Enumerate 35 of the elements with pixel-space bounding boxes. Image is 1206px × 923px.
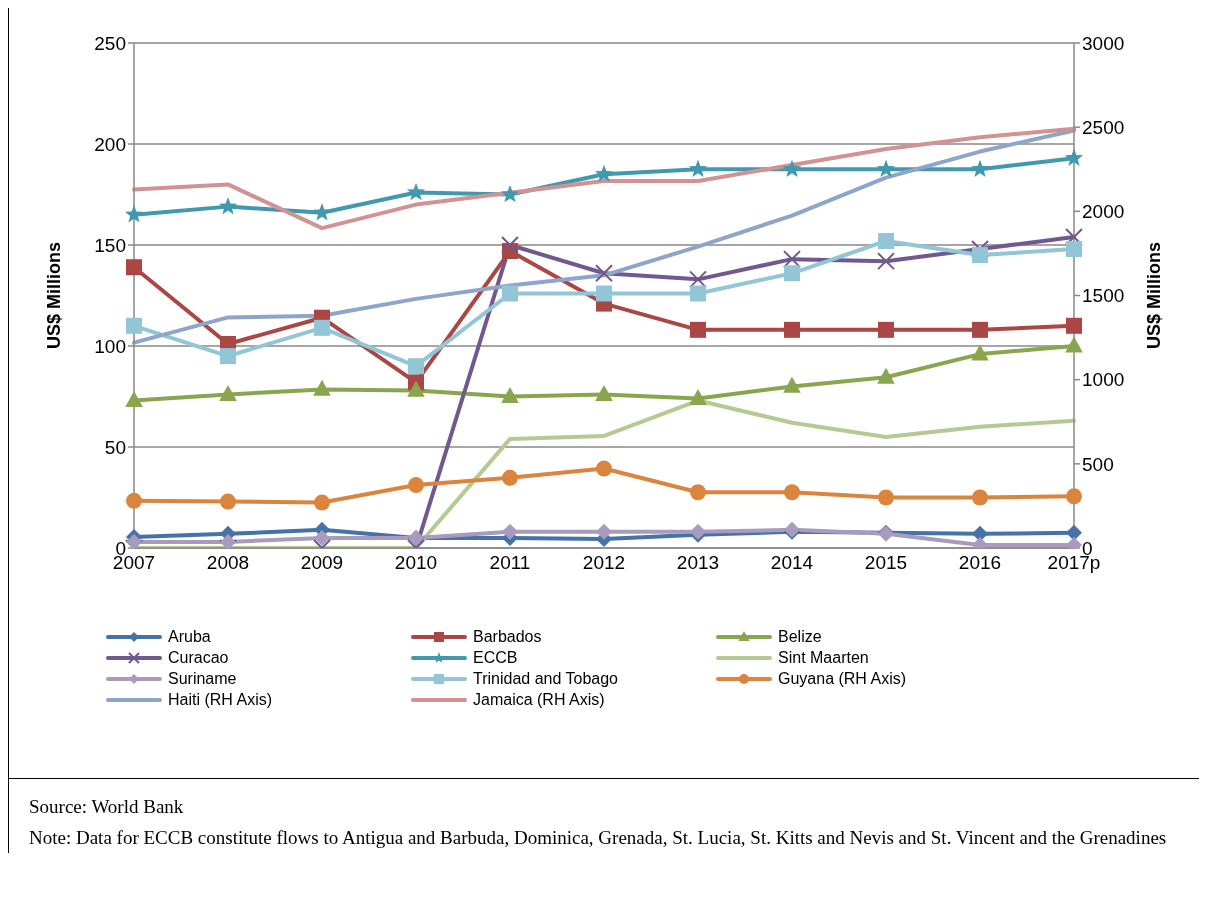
legend-label: Barbados — [473, 628, 542, 646]
y2-tick-label: 1500 — [1082, 285, 1125, 307]
legend-label: ECCB — [473, 649, 518, 667]
x-tick-label: 2010 — [394, 552, 438, 574]
y-tick-label: 100 — [94, 335, 126, 357]
source-note: Source: World Bank — [29, 795, 185, 819]
x-tick-label: 2014 — [770, 552, 814, 574]
legend-label: Trinidad and Tobago — [473, 670, 618, 688]
y2-tick-label: 2000 — [1082, 201, 1125, 223]
x-tick-label: 2015 — [864, 552, 908, 574]
y-tick-label: 200 — [94, 133, 126, 155]
y2-tick-label: 3000 — [1082, 32, 1125, 54]
y2-tick-label: 500 — [1082, 453, 1114, 475]
legend-label: Suriname — [168, 670, 237, 688]
y-tick-label: 150 — [94, 234, 126, 256]
x-tick-label: 2008 — [206, 552, 250, 574]
y-tick-label: 50 — [104, 436, 126, 458]
legend-label: Aruba — [168, 628, 211, 646]
x-tick-label: 2012 — [582, 552, 626, 574]
text: Note: Data for ECCB constitute flows to Antigua and Barbuda, Dominica, Grenada, St. Lucia, St. Kitts and Nevis and St. Vincent and the Grenadines — [29, 826, 1168, 850]
y-tick-label: 250 — [94, 32, 126, 54]
legend-label: Guyana (RH Axis) — [778, 670, 907, 688]
legend-label: Curacao — [168, 649, 229, 667]
legend-label: Belize — [778, 628, 822, 646]
y-axis-title: US$ Millions — [44, 241, 65, 350]
legend-label: Haiti (RH Axis) — [168, 691, 273, 709]
y2-axis-title: US$ Millions — [1144, 241, 1165, 350]
x-tick-label: 2013 — [676, 552, 720, 574]
x-tick-label: 2011 — [489, 552, 531, 574]
x-tick-label: 2009 — [300, 552, 344, 574]
x-tick-label: 2016 — [958, 552, 1002, 574]
y2-tick-label: 1000 — [1082, 369, 1125, 391]
legend-label: Jamaica (RH Axis) — [473, 691, 605, 709]
legend-label: Sint Maarten — [778, 649, 869, 667]
y2-tick-label: 2500 — [1082, 116, 1125, 138]
